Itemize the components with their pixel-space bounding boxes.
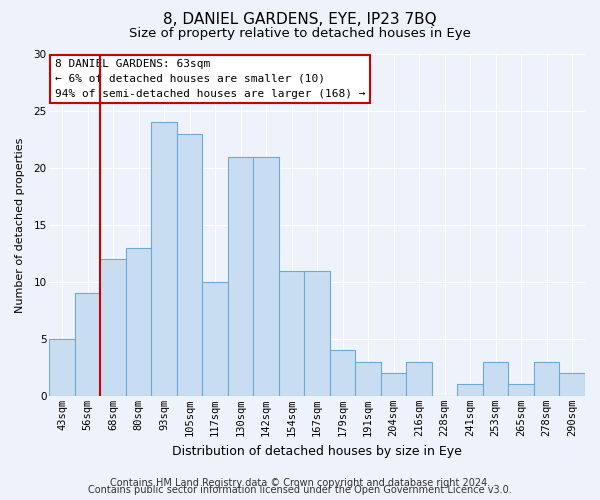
Text: 8 DANIEL GARDENS: 63sqm
← 6% of detached houses are smaller (10)
94% of semi-det: 8 DANIEL GARDENS: 63sqm ← 6% of detached… (55, 59, 365, 98)
Bar (508, 384, 534, 396)
Bar (126, 248, 151, 396)
Bar (177, 134, 202, 396)
Bar (559, 373, 585, 396)
Bar (355, 362, 381, 396)
Text: Contains public sector information licensed under the Open Government Licence v3: Contains public sector information licen… (88, 485, 512, 495)
Text: Contains HM Land Registry data © Crown copyright and database right 2024.: Contains HM Land Registry data © Crown c… (110, 478, 490, 488)
Bar (100, 259, 126, 396)
Y-axis label: Number of detached properties: Number of detached properties (15, 138, 25, 312)
Bar (457, 384, 483, 396)
Bar (330, 350, 355, 396)
Text: Size of property relative to detached houses in Eye: Size of property relative to detached ho… (129, 28, 471, 40)
Bar (49, 339, 75, 396)
Bar (304, 270, 330, 396)
Bar (483, 362, 508, 396)
Bar (381, 373, 406, 396)
Bar (406, 362, 432, 396)
Bar (253, 156, 279, 396)
X-axis label: Distribution of detached houses by size in Eye: Distribution of detached houses by size … (172, 444, 462, 458)
Bar (151, 122, 177, 396)
Bar (75, 294, 100, 396)
Bar (202, 282, 228, 396)
Bar (534, 362, 559, 396)
Bar (279, 270, 304, 396)
Text: 8, DANIEL GARDENS, EYE, IP23 7BQ: 8, DANIEL GARDENS, EYE, IP23 7BQ (163, 12, 437, 28)
Bar (228, 156, 253, 396)
